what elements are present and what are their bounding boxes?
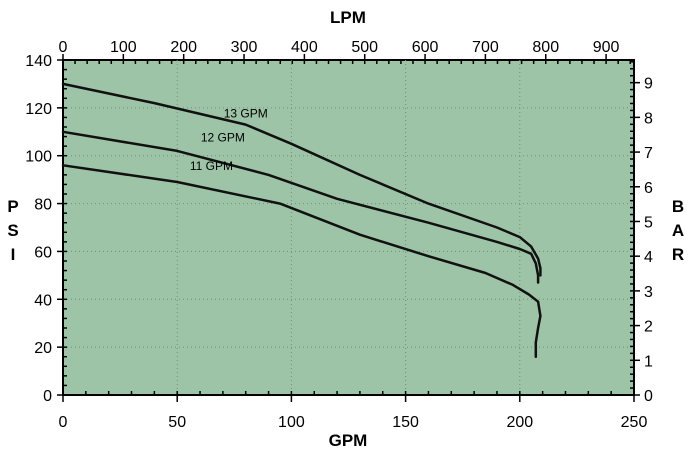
y2-tick-label: 8: [644, 110, 653, 127]
y2-tick-label: 4: [644, 249, 653, 266]
x-tick-label: 250: [621, 414, 648, 431]
y2-tick-label: 7: [644, 145, 653, 162]
x2-tick-label: 400: [291, 39, 318, 56]
axis-title-letter: B: [672, 197, 684, 216]
series-label: 11 GPM: [190, 159, 233, 173]
axis-title-letter: I: [11, 245, 16, 264]
x-tick-label: 150: [392, 414, 419, 431]
y2-tick-label: 5: [644, 214, 653, 231]
y2-tick-label: 3: [644, 284, 653, 301]
x-tick-label: 0: [59, 414, 68, 431]
x-tick-label: 100: [278, 414, 305, 431]
y2-tick-label: 2: [644, 319, 653, 336]
y-tick-label: 20: [34, 340, 52, 357]
y2-tick-label: 9: [644, 76, 653, 93]
axis-title-letter: A: [672, 221, 684, 240]
y-tick-label: 120: [25, 101, 52, 118]
x-tick-label: 200: [506, 414, 533, 431]
y2-tick-label: 1: [644, 353, 653, 370]
series-line: [61, 164, 542, 358]
y-tick-label: 140: [25, 53, 52, 70]
series-line: [61, 130, 540, 284]
series-lines: [61, 82, 542, 358]
x2-tick-label: 300: [231, 39, 258, 56]
axis-title-letter: S: [7, 221, 18, 240]
top-axis-title: LPM: [330, 8, 366, 27]
y-tick-label: 40: [34, 292, 52, 309]
x2-tick-label: 800: [532, 39, 559, 56]
axis-title-letter: P: [7, 197, 18, 216]
series-label: 12 GPM: [201, 130, 245, 144]
y2-tick-label: 0: [644, 388, 653, 405]
y-tick-label: 0: [43, 388, 52, 405]
y2-tick-label: 6: [644, 180, 653, 197]
x-tick-label: 50: [168, 414, 186, 431]
x2-tick-label: 600: [412, 39, 439, 56]
x2-tick-label: 700: [472, 39, 499, 56]
y-tick-label: 100: [25, 149, 52, 166]
x2-tick-label: 900: [593, 39, 620, 56]
bottom-axis-title: GPM: [329, 431, 368, 450]
x2-tick-label: 100: [110, 39, 137, 56]
series-labels: 13 GPM 12 GPM 11 GPM: [190, 106, 268, 173]
x2-tick-label: 200: [170, 39, 197, 56]
y-tick-label: 60: [34, 244, 52, 261]
axis-title-letter: R: [672, 245, 684, 264]
tick-marks: [57, 54, 640, 402]
y-tick-label: 80: [34, 197, 52, 214]
x2-tick-label: 0: [59, 39, 68, 56]
x2-tick-label: 500: [351, 39, 378, 56]
plot-area: [62, 59, 635, 396]
series-line: [61, 82, 542, 277]
series-label: 13 GPM: [224, 106, 268, 120]
